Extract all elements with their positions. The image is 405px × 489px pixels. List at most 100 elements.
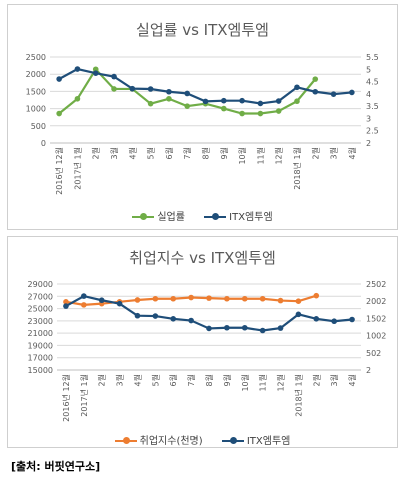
x-tick-label: 11월 — [255, 147, 265, 165]
series-line — [65, 294, 353, 332]
x-tick-label: 4월 — [347, 374, 357, 386]
data-point — [147, 86, 154, 92]
y-right-tick-label: 1002 — [366, 332, 386, 341]
data-point — [313, 292, 320, 299]
x-tick-label: 2월 — [310, 147, 320, 159]
data-point — [277, 297, 284, 304]
data-point — [259, 295, 266, 302]
x-tick-label: 6월 — [164, 147, 174, 159]
data-point — [313, 316, 320, 322]
x-tick-label: 5월 — [146, 147, 156, 159]
x-tick-label: 3월 — [329, 147, 339, 159]
data-point — [63, 303, 69, 309]
y-left-tick-label: 21000 — [28, 329, 53, 338]
data-point — [184, 103, 191, 109]
legend-item-unemployment: 실업률 — [132, 208, 185, 223]
legend-label: ITX엠투엠 — [246, 436, 291, 447]
x-tick-label: 2월 — [311, 374, 321, 386]
x-tick-label: 11월 — [258, 374, 268, 392]
y-right-tick-label: 2502 — [366, 280, 386, 289]
data-point — [134, 297, 141, 303]
legend-label: 실업률 — [157, 212, 185, 223]
x-tick-label: 3월 — [329, 374, 339, 386]
data-point — [349, 316, 355, 323]
x-tick-label: 6월 — [168, 374, 178, 386]
data-point — [170, 295, 177, 302]
x-tick-label: 12월 — [274, 147, 284, 165]
x-tick-label: 2017년 1월 — [72, 147, 82, 190]
y-right-tick-label: 502 — [366, 349, 381, 358]
chart-legend: 실업률 ITX엠투엠 — [8, 208, 397, 223]
data-point — [188, 294, 194, 301]
y-right-tick-label: 5.5 — [366, 53, 379, 62]
data-point — [241, 295, 248, 302]
data-point — [206, 325, 212, 332]
data-point — [188, 317, 194, 324]
chart-panel-employment: 취업지수 vs ITX엠투엠 15000 17000 19000 21000 23000… — [7, 236, 398, 448]
x-tick-label: 4월 — [132, 374, 142, 386]
data-point — [56, 110, 62, 117]
x-tick-label: 10월 — [240, 374, 250, 392]
data-point — [220, 97, 227, 104]
data-point — [166, 95, 172, 102]
data-point — [147, 100, 154, 107]
data-point — [275, 98, 282, 104]
data-point — [152, 313, 159, 319]
x-tick-label: 8월 — [204, 374, 214, 386]
data-point — [81, 302, 87, 308]
data-point — [166, 88, 172, 95]
data-point — [277, 325, 284, 331]
legend-item-itx: ITX엠투엠 — [204, 208, 273, 223]
legend-label: 취업지수(천명) — [139, 436, 203, 447]
y-right-tick-label: 3 — [366, 114, 371, 123]
data-point — [56, 76, 62, 82]
x-tick-label: 2017년 1월 — [79, 374, 89, 417]
x-tick-label: 7월 — [182, 147, 192, 159]
data-point — [152, 295, 159, 302]
x-tick-label: 4월 — [127, 147, 137, 159]
y-right-tick-label: 4 — [366, 90, 371, 99]
x-tick-label: 3월 — [115, 374, 125, 386]
y-left-tick-label: 27000 — [28, 292, 53, 301]
data-point — [74, 66, 81, 72]
data-point — [111, 73, 117, 80]
x-tick-label: 3월 — [109, 147, 119, 159]
y-left-tick-label: 2000 — [26, 70, 46, 79]
data-point — [129, 85, 136, 92]
y-left-tick-label: 29000 — [28, 280, 53, 289]
y-left-tick-label: 23000 — [28, 317, 53, 326]
y-left-tick-label: 1000 — [26, 105, 46, 114]
data-point — [259, 327, 266, 334]
x-tick-label: 2016년 12월 — [54, 147, 64, 195]
y-left-tick-label: 500 — [31, 122, 46, 131]
y-right-tick-label: 2.5 — [366, 127, 379, 136]
data-point — [312, 88, 319, 95]
x-tick-label: 12월 — [276, 374, 286, 392]
data-point — [206, 295, 212, 301]
data-point — [116, 300, 123, 307]
data-point — [170, 316, 177, 322]
y-left-tick-label: 0 — [41, 139, 46, 148]
data-point — [239, 97, 245, 104]
data-point — [224, 295, 230, 302]
x-tick-label: 4월 — [347, 147, 357, 159]
legend-swatch — [132, 213, 155, 220]
data-point — [220, 105, 227, 112]
x-tick-label: 7월 — [186, 374, 196, 386]
data-point — [92, 70, 99, 76]
chart-plot-unemployment: 0 500 1000 1500 2000 2500 2 2.5 3 3.5 4 4.5 5 5.5 2016… — [26, 53, 379, 195]
data-point — [81, 293, 87, 299]
data-point — [295, 298, 302, 304]
data-point — [74, 95, 81, 102]
data-point — [275, 108, 282, 114]
chart-panel-unemployment: 실업률 vs ITX엠투엠 0 500 1000 1500 2000 2500 2 2.5 3 3… — [7, 4, 398, 230]
data-point — [134, 312, 141, 319]
chart-title: 취업지수 vs ITX엠투엠 — [129, 249, 276, 267]
data-point — [202, 98, 209, 105]
y-left-tick-label: 25000 — [28, 305, 53, 314]
legend-item-employment: 취업지수(천명) — [114, 432, 203, 447]
source-caption: [출처: 버핏연구소] — [11, 460, 101, 473]
legend-swatch — [204, 213, 227, 220]
x-tick-label: 8월 — [201, 147, 211, 159]
data-point — [184, 90, 191, 97]
